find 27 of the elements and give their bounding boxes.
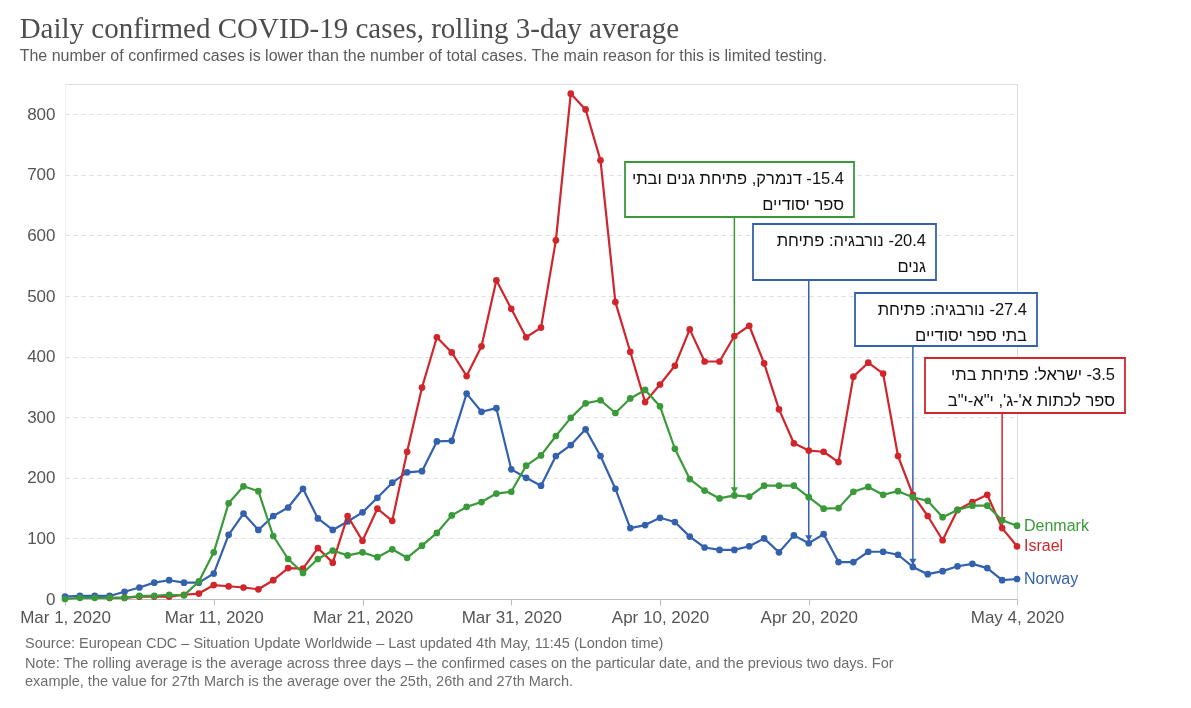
annotation: 20.4- נורבגיה: פתיחת גנים: [776, 231, 927, 275]
chart-subtitle: The number of confirmed cases is lower than the number of total cases. The main reason for this is limited testing.: [19, 47, 827, 64]
y-tick-label: 500: [27, 286, 56, 306]
y-tick-label: 300: [27, 407, 56, 427]
y-tick-label: 200: [27, 468, 56, 488]
series-label: Denmark: [1024, 516, 1090, 534]
text: Note: The rolling average is the average across three days – the confirmed cases on the particular date, and the previous two days. For example, the value for 27th March is the average over the 25th, 26th and 27th March.: [25, 655, 894, 689]
source-note: Source: European CDC – Situation Update Worldwide – Last updated 4th May, 11:45 (London time): [25, 635, 664, 651]
annotation: 3.5- ישראל: פתיחת בתי ספר לכתות א'-ג', י"א-י"ב: [947, 365, 1115, 409]
x-tick-label: Mar 21, 2020: [312, 607, 414, 627]
x-tick-label: Mar 1, 2020: [20, 607, 111, 627]
series-label: Israel: [1024, 537, 1064, 555]
x-tick-label: Mar 31, 2020: [461, 607, 562, 627]
series-label: Norway: [1024, 570, 1079, 588]
x-tick-label: Apr 10, 2020: [611, 607, 710, 627]
y-tick-label: 400: [27, 347, 56, 367]
annotation: 27.4- נורבגיה: פתיחת בתי ספר יסודיים: [877, 300, 1028, 344]
y-tick-label: 0: [46, 589, 56, 609]
y-tick-label: 600: [27, 225, 56, 245]
x-tick-label: May 4, 2020: [970, 607, 1065, 627]
x-tick-label: Apr 20, 2020: [760, 607, 858, 627]
y-tick-label: 800: [27, 104, 56, 124]
x-tick-label: Mar 11, 2020: [164, 607, 264, 627]
y-tick-label: 100: [27, 528, 56, 548]
chart-title: Daily confirmed COVID-19 cases, rolling 3-day average: [19, 12, 680, 44]
annotation: 15.4- דנמרק, פתיחת גנים ובתי ספר יסודיים: [631, 169, 844, 213]
y-tick-label: 700: [27, 165, 56, 185]
